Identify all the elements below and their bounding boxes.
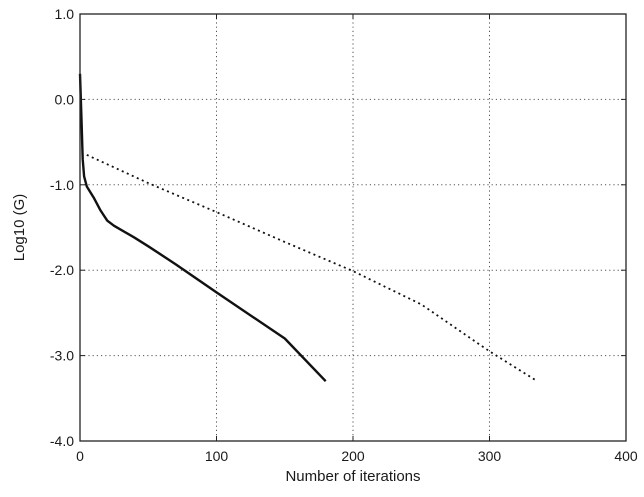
series-line-solid — [78, 73, 327, 383]
x-tick-labels: 0 100 200 300 400 — [76, 448, 638, 464]
y-tick-label: -3.0 — [50, 348, 74, 364]
x-tick-label: 200 — [341, 448, 365, 464]
x-axis-label: Number of iterations — [285, 468, 420, 485]
grid-lines — [80, 14, 626, 441]
x-tick-label: 100 — [205, 448, 229, 464]
axis-ticks — [79, 13, 627, 442]
y-tick-label: 1.0 — [55, 6, 75, 22]
series-group — [78, 73, 538, 383]
y-axis-label: Log10 (G) — [11, 194, 28, 262]
x-tick-label: 400 — [614, 448, 638, 464]
y-tick-labels: 1.0 0.0 -1.0 -2.0 -3.0 -4.0 — [50, 6, 74, 449]
y-tick-label: -1.0 — [50, 177, 74, 193]
y-tick-label: 0.0 — [55, 91, 75, 107]
y-tick-label: -2.0 — [50, 262, 74, 278]
x-tick-label: 300 — [478, 448, 502, 464]
x-tick-label: 0 — [76, 448, 84, 464]
y-tick-label: -4.0 — [50, 433, 74, 449]
series-line-dotted — [86, 154, 538, 382]
